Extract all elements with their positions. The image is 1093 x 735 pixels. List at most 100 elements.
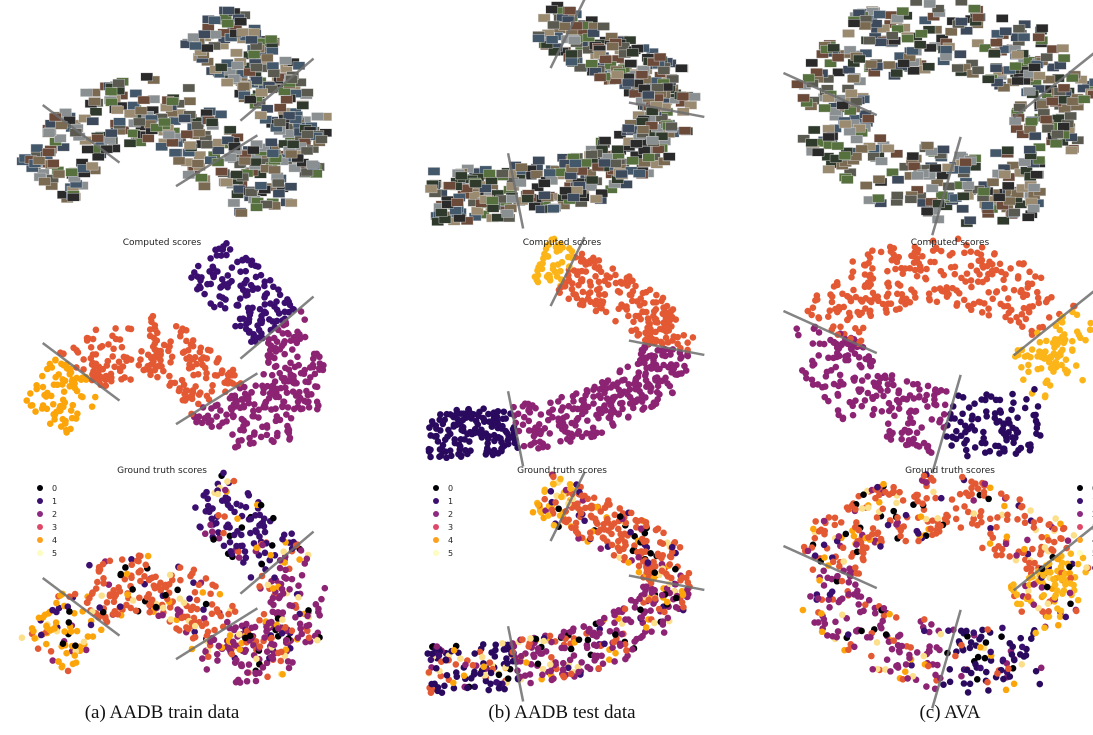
point bbox=[615, 410, 622, 418]
point bbox=[220, 280, 228, 288]
point bbox=[255, 414, 262, 421]
point bbox=[849, 411, 857, 419]
point bbox=[193, 605, 201, 613]
point bbox=[855, 354, 863, 361]
point bbox=[826, 604, 833, 611]
point bbox=[439, 420, 447, 428]
point bbox=[652, 299, 660, 306]
point bbox=[285, 664, 293, 672]
thumbnail bbox=[80, 88, 93, 97]
point bbox=[441, 436, 449, 444]
point bbox=[868, 274, 876, 282]
point bbox=[94, 578, 101, 586]
thumbnail bbox=[971, 66, 985, 75]
point bbox=[493, 415, 500, 422]
point bbox=[488, 649, 495, 656]
point bbox=[603, 272, 611, 279]
thumbnail bbox=[267, 69, 281, 78]
point bbox=[71, 590, 79, 598]
point bbox=[23, 397, 31, 404]
point bbox=[259, 541, 266, 549]
point bbox=[593, 642, 600, 650]
thumbnail bbox=[255, 88, 268, 97]
point bbox=[985, 305, 992, 312]
point bbox=[305, 634, 313, 641]
point bbox=[233, 542, 240, 550]
point bbox=[565, 295, 573, 303]
point bbox=[189, 388, 197, 396]
thumbnail bbox=[1040, 52, 1053, 62]
thumbnail bbox=[589, 194, 603, 204]
point bbox=[907, 414, 914, 422]
thumbnail bbox=[996, 201, 1009, 210]
point bbox=[266, 556, 274, 564]
point bbox=[316, 360, 324, 367]
point bbox=[892, 265, 899, 273]
thumbnail bbox=[514, 178, 527, 188]
point bbox=[622, 616, 629, 623]
point bbox=[191, 633, 199, 641]
point bbox=[611, 511, 619, 519]
point bbox=[865, 283, 873, 290]
point bbox=[963, 241, 970, 249]
point bbox=[614, 525, 622, 533]
point bbox=[1019, 323, 1026, 330]
point bbox=[672, 565, 679, 573]
thumbnail bbox=[272, 189, 286, 198]
point bbox=[575, 281, 582, 289]
point bbox=[198, 419, 206, 427]
point bbox=[213, 252, 221, 259]
point bbox=[183, 624, 190, 631]
point bbox=[318, 595, 325, 603]
point bbox=[663, 324, 670, 331]
point bbox=[921, 274, 929, 282]
point bbox=[63, 649, 70, 657]
thumbnail bbox=[1008, 116, 1022, 126]
point bbox=[973, 249, 981, 257]
thumbnail bbox=[208, 30, 222, 39]
point bbox=[581, 517, 588, 525]
point bbox=[612, 279, 620, 287]
point bbox=[600, 404, 607, 412]
point bbox=[273, 385, 281, 393]
point bbox=[46, 420, 54, 428]
point bbox=[896, 282, 904, 289]
point bbox=[828, 298, 836, 306]
point bbox=[679, 574, 686, 581]
point bbox=[601, 290, 609, 298]
point bbox=[151, 366, 159, 374]
thumbnail bbox=[187, 32, 200, 42]
thumbnail bbox=[443, 181, 457, 190]
point bbox=[1028, 346, 1036, 353]
thumbnail bbox=[997, 83, 1011, 92]
point bbox=[245, 661, 253, 668]
thumbnail bbox=[205, 118, 219, 127]
point bbox=[618, 377, 626, 384]
point bbox=[247, 515, 255, 523]
point bbox=[201, 290, 208, 298]
point bbox=[92, 360, 100, 368]
thumbnail bbox=[195, 173, 208, 182]
point bbox=[914, 246, 922, 254]
point bbox=[234, 442, 242, 450]
thumbnail bbox=[543, 168, 557, 178]
point bbox=[519, 636, 526, 643]
point bbox=[607, 384, 615, 391]
point bbox=[971, 444, 979, 451]
point bbox=[117, 603, 124, 610]
point bbox=[183, 355, 190, 362]
thumbnail bbox=[1077, 95, 1091, 104]
point bbox=[236, 679, 244, 686]
point bbox=[684, 352, 692, 360]
point bbox=[608, 541, 616, 549]
point bbox=[242, 503, 250, 511]
point bbox=[108, 377, 115, 385]
point bbox=[260, 610, 268, 618]
point bbox=[582, 268, 590, 275]
point bbox=[568, 285, 576, 293]
point bbox=[207, 417, 215, 424]
point bbox=[215, 529, 222, 536]
thumbnail bbox=[911, 171, 924, 180]
point bbox=[427, 453, 434, 461]
point bbox=[35, 614, 43, 622]
